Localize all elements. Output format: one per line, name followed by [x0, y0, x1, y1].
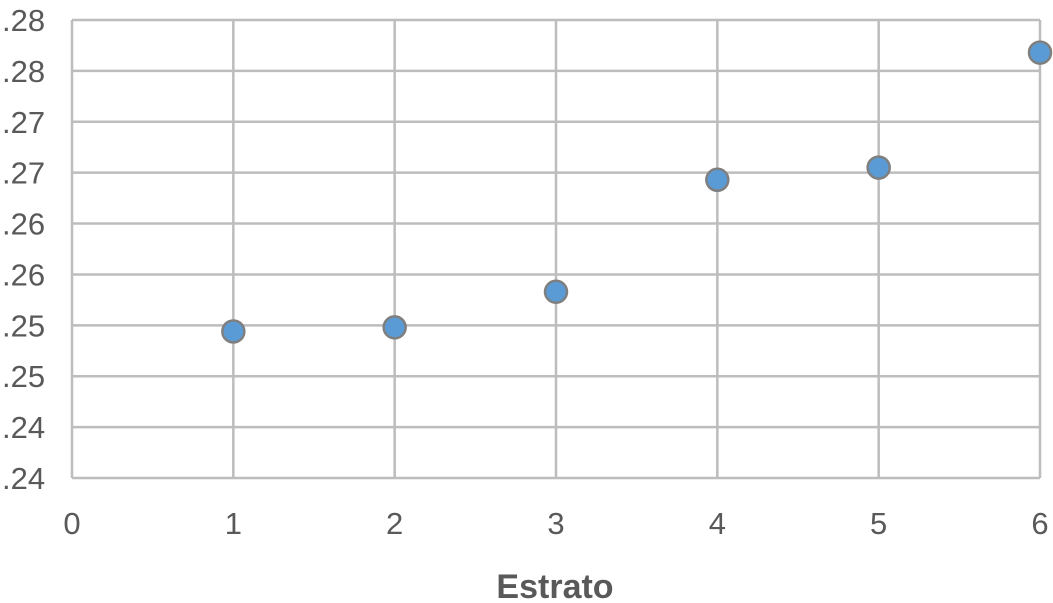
x-axis-title: Estrato: [496, 568, 613, 603]
data-point: [221, 319, 246, 344]
y-tick-label: .28: [2, 54, 45, 89]
y-tick-label: .25: [2, 359, 45, 394]
y-tick-label: .26: [2, 207, 45, 242]
y-tick-label: .24: [2, 461, 45, 496]
x-tick-label: 3: [547, 506, 564, 541]
x-tick-label: 4: [709, 506, 726, 541]
y-axis-tick-labels: .24 .24 .25 .25 .26 .26 .27 .27 .28 .28: [2, 3, 45, 496]
x-tick-label: 0: [63, 506, 80, 541]
y-tick-label: .25: [2, 308, 45, 343]
x-tick-label: 5: [870, 506, 887, 541]
y-tick-label: .27: [2, 156, 45, 191]
y-tick-label: .28: [2, 3, 45, 38]
data-point: [866, 155, 891, 180]
x-axis-tick-labels: 0 1 2 3 4 5 6: [63, 506, 1048, 541]
grid-layer: [70, 18, 1042, 480]
data-point: [382, 315, 407, 340]
x-tick-label: 2: [386, 506, 403, 541]
data-point: [543, 279, 569, 304]
data-points: [221, 40, 1053, 344]
y-tick-label: .27: [2, 105, 45, 140]
y-tick-label: .26: [2, 257, 45, 292]
data-point: [705, 167, 730, 193]
x-tick-label: 6: [1031, 506, 1048, 541]
y-tick-label: .24: [2, 410, 45, 445]
data-point: [1027, 40, 1053, 65]
x-tick-label: 1: [225, 506, 242, 541]
